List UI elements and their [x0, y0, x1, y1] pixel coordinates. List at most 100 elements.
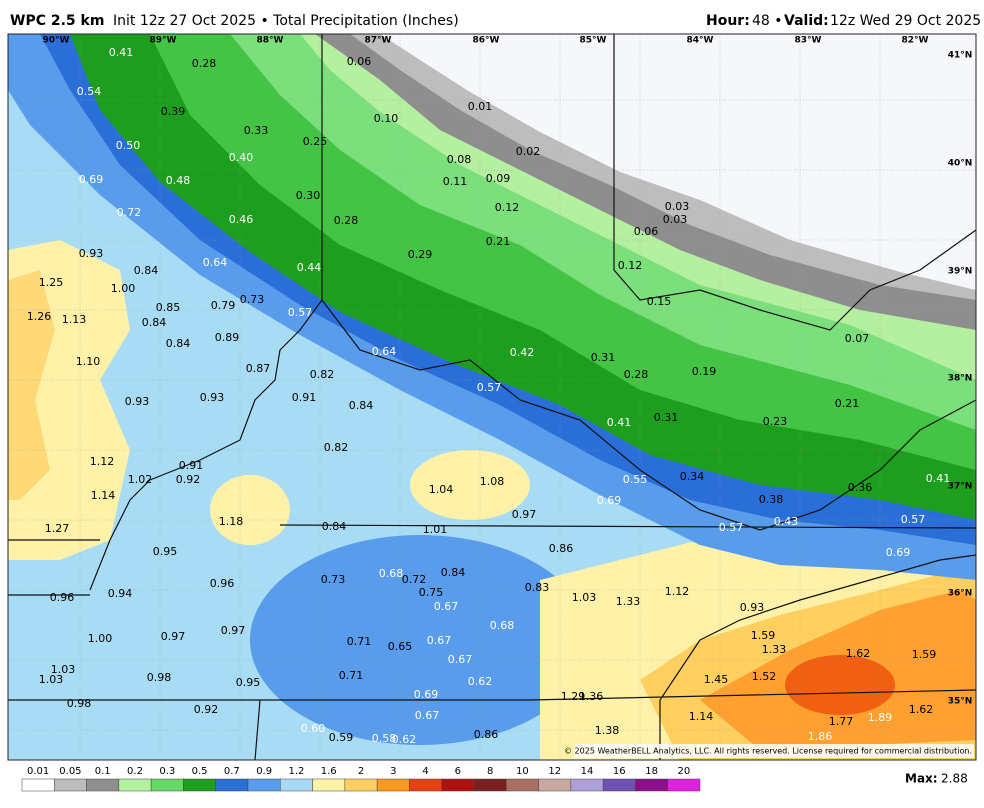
colorbar-swatch — [602, 778, 636, 792]
colorbar-swatch — [538, 778, 572, 792]
precip-label: 1.89 — [868, 711, 893, 724]
precip-label: 0.12 — [495, 201, 520, 214]
colorbar-label: 18 — [645, 766, 658, 777]
colorbar-swatch — [667, 778, 701, 792]
max-value: 2.88 — [941, 772, 968, 786]
precip-label: 1.03 — [39, 673, 64, 686]
lon-label: 87°W — [365, 36, 392, 46]
precip-label: 0.67 — [427, 634, 452, 647]
lat-label: 41°N — [948, 51, 973, 61]
precip-label: 0.43 — [774, 515, 799, 528]
precip-label: 0.57 — [901, 513, 926, 526]
title: WPC 2.5 km — [10, 13, 104, 29]
subtitle: Init 12z 27 Oct 2025 • Total Precipitati… — [113, 13, 459, 29]
valid-label: Valid: — [784, 13, 829, 29]
precip-label: 0.25 — [303, 135, 328, 148]
precip-label: 0.69 — [79, 173, 104, 186]
precip-label: 0.38 — [759, 493, 784, 506]
precip-label: 0.84 — [322, 520, 347, 533]
precip-label: 0.84 — [166, 337, 191, 350]
colorbar-swatch — [150, 778, 184, 792]
precip-label: 0.39 — [161, 105, 186, 118]
precip-label: 0.71 — [347, 635, 372, 648]
precip-label: 0.93 — [125, 395, 150, 408]
max-label: Max: — [905, 772, 938, 786]
precip-label: 0.98 — [67, 697, 92, 710]
colorbar-swatch — [506, 778, 539, 792]
lon-label: 88°W — [257, 36, 284, 46]
precip-label: 0.73 — [240, 293, 265, 306]
precip-label: 0.03 — [665, 200, 690, 213]
precip-label: 1.36 — [579, 690, 604, 703]
precip-label: 0.19 — [692, 365, 717, 378]
precip-label: 1.52 — [752, 670, 777, 683]
precip-label: 0.71 — [339, 669, 364, 682]
map-fill — [8, 34, 976, 760]
precip-label: 0.06 — [634, 225, 659, 238]
colorbar-swatch — [118, 778, 152, 792]
colorbar-label: 0.01 — [27, 766, 49, 777]
colorbar-label: 6 — [455, 766, 461, 777]
precip-label: 1.62 — [909, 703, 934, 716]
precip-label: 0.73 — [321, 573, 346, 586]
precip-label: 0.28 — [624, 368, 649, 381]
lon-label: 89°W — [150, 36, 177, 46]
precip-label: 1.29 — [561, 690, 586, 703]
precip-label: 0.46 — [229, 213, 254, 226]
precip-label: 0.41 — [109, 46, 134, 59]
colorbar-label: 0.5 — [192, 766, 208, 777]
precip-label: 0.91 — [179, 459, 204, 472]
precip-label: 0.08 — [447, 153, 472, 166]
precip-label: 0.02 — [516, 145, 541, 158]
precip-label: 0.96 — [210, 577, 235, 590]
colorbar-label: 8 — [487, 766, 493, 777]
precip-label: 0.69 — [886, 546, 911, 559]
precip-label: 0.72 — [117, 206, 142, 219]
precip-label: 0.93 — [79, 247, 104, 260]
precip-label: 1.12 — [665, 585, 690, 598]
precip-label: 0.10 — [374, 112, 399, 125]
precip-label: 0.40 — [229, 151, 254, 164]
hour-value: 48 • — [752, 13, 783, 29]
colorbar-swatch — [344, 778, 378, 792]
precip-label: 0.28 — [192, 57, 217, 70]
precip-label: 0.06 — [347, 55, 372, 68]
precip-label: 1.12 — [90, 455, 115, 468]
colorbar-swatch — [570, 778, 604, 792]
precip-label: 0.50 — [116, 139, 141, 152]
lat-label: 35°N — [948, 697, 973, 707]
precip-label: 0.98 — [147, 671, 172, 684]
precip-label: 0.64 — [203, 256, 228, 269]
precip-label: 0.68 — [379, 567, 404, 580]
precip-label: 1.26 — [27, 310, 52, 323]
precip-label: 1.02 — [128, 473, 153, 486]
lat-label: 36°N — [948, 589, 973, 599]
precip-label: 1.10 — [76, 355, 101, 368]
precip-label: 0.83 — [525, 581, 550, 594]
hour-label: Hour: — [706, 13, 750, 29]
lon-label: 83°W — [795, 36, 822, 46]
precip-label: 0.79 — [211, 299, 236, 312]
precip-label: 1.00 — [111, 282, 136, 295]
precip-label: 0.94 — [108, 587, 133, 600]
precip-label: 1.14 — [91, 489, 116, 502]
precip-label: 0.82 — [310, 368, 335, 381]
precip-label: 0.67 — [448, 653, 473, 666]
colorbar-swatch — [312, 778, 346, 792]
precip-label: 0.23 — [763, 415, 788, 428]
precip-label: 0.86 — [474, 728, 499, 741]
colorbar-label: 10 — [516, 766, 529, 777]
colorbar-swatch — [280, 778, 313, 792]
precip-label: 0.86 — [549, 542, 574, 555]
colorbar-swatch — [215, 778, 249, 792]
lon-label: 90°W — [43, 36, 70, 46]
lat-label: 40°N — [948, 159, 973, 169]
precip-label: 0.96 — [50, 591, 75, 604]
precip-label: 0.31 — [654, 411, 679, 424]
colorbar-swatch — [247, 778, 281, 792]
valid-value: 12z Wed 29 Oct 2025 — [830, 13, 981, 29]
precip-label: 1.25 — [39, 276, 64, 289]
precip-label: 0.41 — [926, 472, 951, 485]
precip-label: 0.75 — [419, 586, 444, 599]
